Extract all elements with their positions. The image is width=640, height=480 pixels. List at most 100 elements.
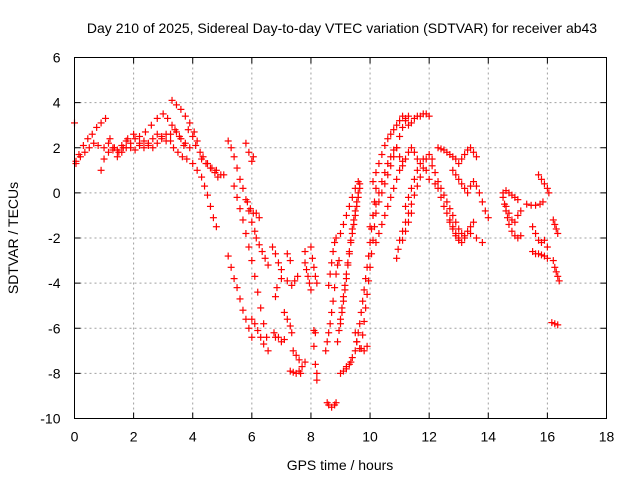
data-point <box>249 153 257 161</box>
data-point <box>455 160 463 168</box>
data-point <box>193 137 201 145</box>
data-point <box>233 164 241 172</box>
data-point <box>372 169 380 177</box>
data-point <box>549 257 557 265</box>
data-point <box>356 320 364 328</box>
data-point <box>252 234 260 242</box>
data-point <box>313 376 321 384</box>
data-point <box>257 333 265 341</box>
x-tick-label: 0 <box>71 429 79 445</box>
data-point <box>332 270 340 278</box>
data-point <box>301 259 309 267</box>
data-point <box>295 356 303 364</box>
data-point <box>291 277 299 285</box>
chart-title: Day 210 of 2025, Sidereal Day-to-day VTE… <box>87 20 597 36</box>
data-point <box>236 205 244 213</box>
data-point <box>243 198 251 206</box>
data-point <box>425 151 433 159</box>
data-point <box>248 157 256 165</box>
data-point <box>264 347 272 355</box>
data-point <box>294 272 302 280</box>
x-tick-label: 18 <box>599 429 615 445</box>
data-point <box>204 191 211 199</box>
data-point <box>555 277 563 285</box>
data-point <box>381 211 389 219</box>
data-point <box>540 180 548 188</box>
data-point <box>554 272 562 280</box>
data-point <box>532 229 540 237</box>
data-point <box>113 153 121 161</box>
data-point <box>325 329 333 337</box>
data-point <box>251 272 259 280</box>
data-point <box>311 329 319 337</box>
data-point <box>543 184 551 192</box>
data-point <box>260 320 268 328</box>
data-point <box>434 144 442 152</box>
data-point <box>434 184 442 192</box>
y-tick-label: 6 <box>53 50 61 66</box>
data-point <box>136 141 144 149</box>
data-point <box>396 166 404 174</box>
y-tick-label: 2 <box>53 140 61 156</box>
data-point <box>440 202 448 210</box>
data-point <box>286 322 294 330</box>
data-point <box>431 180 439 188</box>
data-point <box>227 144 235 152</box>
data-point <box>514 196 522 204</box>
data-point <box>283 250 291 258</box>
data-point <box>178 153 186 161</box>
data-point <box>332 399 340 407</box>
data-point <box>323 338 331 346</box>
data-point <box>334 261 342 269</box>
data-point <box>189 160 197 168</box>
data-point <box>375 160 383 168</box>
data-point <box>402 117 410 125</box>
data-point <box>280 308 288 316</box>
data-point <box>338 308 346 316</box>
data-point <box>368 250 376 258</box>
data-point <box>407 200 415 208</box>
data-point <box>206 202 214 210</box>
data-point <box>396 132 404 140</box>
y-tick-label: -4 <box>48 275 61 291</box>
data-point <box>387 130 395 138</box>
data-point <box>303 266 311 274</box>
data-point <box>186 119 194 127</box>
data-point <box>360 317 368 325</box>
data-point <box>539 198 547 206</box>
data-point <box>470 148 477 156</box>
data-point <box>348 354 356 362</box>
data-point <box>535 250 543 258</box>
data-point <box>313 279 321 287</box>
data-point <box>153 114 161 122</box>
data-point <box>84 135 92 143</box>
data-point <box>455 225 463 233</box>
data-point <box>81 148 89 156</box>
x-tick-labels: 0 2 4 6 8 10 12 14 16 18 <box>71 429 615 445</box>
data-point <box>393 175 401 183</box>
data-point <box>298 363 306 371</box>
data-point <box>446 205 454 213</box>
data-point <box>470 218 477 226</box>
data-point <box>458 155 466 163</box>
data-point <box>443 198 451 206</box>
data-point <box>345 250 353 258</box>
data-point <box>164 114 172 122</box>
data-point <box>113 146 121 154</box>
data-point <box>153 130 161 138</box>
data-point <box>351 184 359 192</box>
data-point <box>335 257 343 265</box>
data-point <box>88 130 96 138</box>
data-point <box>416 173 424 181</box>
grid <box>74 57 607 419</box>
data-point <box>311 360 319 368</box>
data-point <box>325 281 333 289</box>
data-point <box>422 166 430 174</box>
data-point <box>331 239 339 247</box>
data-point <box>345 202 353 210</box>
data-point <box>273 284 281 292</box>
data-point <box>551 220 559 228</box>
data-point <box>378 151 386 159</box>
data-point <box>131 135 139 143</box>
data-point <box>106 135 114 143</box>
